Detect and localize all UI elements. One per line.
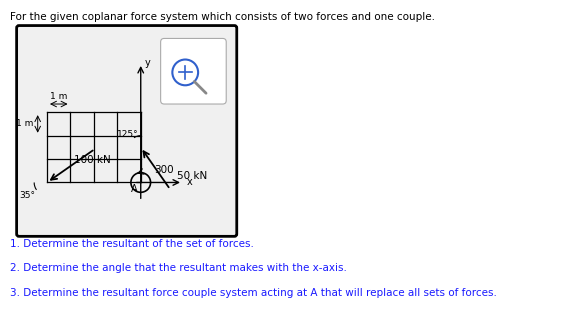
FancyBboxPatch shape — [17, 26, 237, 236]
Text: 125°: 125° — [117, 130, 139, 139]
Text: 1. Determine the resultant of the set of forces.: 1. Determine the resultant of the set of… — [10, 239, 254, 249]
Text: 300: 300 — [154, 165, 174, 175]
Text: 50 kN: 50 kN — [177, 171, 208, 181]
Text: 3. Determine the resultant force couple system acting at A that will replace all: 3. Determine the resultant force couple … — [10, 288, 497, 298]
Text: For the given coplanar force system which consists of two forces and one couple.: For the given coplanar force system whic… — [10, 12, 435, 22]
Text: 2. Determine the angle that the resultant makes with the x-axis.: 2. Determine the angle that the resultan… — [10, 264, 347, 273]
Text: 35°: 35° — [19, 191, 35, 200]
FancyBboxPatch shape — [160, 38, 226, 104]
Text: 1 m: 1 m — [16, 119, 34, 129]
Text: 1 m: 1 m — [50, 92, 67, 101]
Text: 100 kN: 100 kN — [74, 155, 111, 165]
Text: y: y — [144, 58, 150, 68]
Text: A: A — [131, 184, 137, 194]
Text: x: x — [186, 177, 192, 188]
